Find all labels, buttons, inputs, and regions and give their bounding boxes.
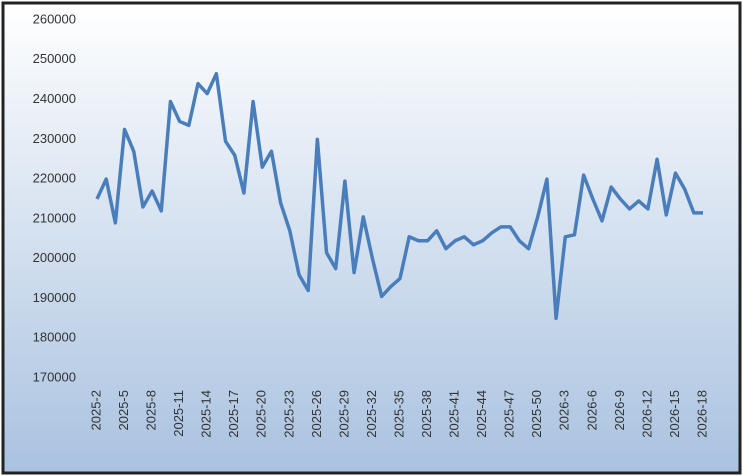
x-tick-label: 2025-38 <box>419 390 434 438</box>
x-tick-label: 2025-20 <box>254 390 269 438</box>
x-tick-label: 2025-35 <box>391 390 406 438</box>
data-line <box>95 71 703 321</box>
x-tick-label: 2026-3 <box>557 390 572 430</box>
x-tick-label: 2025-5 <box>116 390 131 430</box>
x-tick-label: 2025-50 <box>529 390 544 438</box>
x-tick-label: 2026-15 <box>667 390 682 438</box>
x-tick-label: 2025-11 <box>171 390 186 437</box>
x-tick-label: 2025-8 <box>144 390 159 430</box>
y-tick-label: 250000 <box>33 51 76 66</box>
y-tick-label: 230000 <box>33 131 76 146</box>
y-tick-label: 180000 <box>33 330 76 345</box>
y-tick-label: 240000 <box>33 91 76 106</box>
x-tick-label: 2026-12 <box>639 390 654 438</box>
y-tick-label: 200000 <box>33 250 76 265</box>
x-tick-label: 2025-17 <box>226 390 241 438</box>
x-tick-label: 2025-14 <box>199 390 214 438</box>
x-tick-label: 2026-18 <box>694 390 709 438</box>
x-tick-label: 2025-44 <box>474 390 489 438</box>
x-tick-label: 2025-32 <box>364 390 379 438</box>
x-tick-label: 2025-2 <box>88 390 103 430</box>
x-tick-label: 2025-23 <box>281 390 296 438</box>
x-tick-label: 2025-41 <box>447 390 462 438</box>
y-tick-label: 170000 <box>33 369 76 384</box>
x-tick-label: 2025-26 <box>309 390 324 438</box>
x-tick-label: 2026-9 <box>612 390 627 430</box>
y-tick-label: 260000 <box>33 11 76 26</box>
x-tick-label: 2026-6 <box>584 390 599 430</box>
y-tick-label: 220000 <box>33 171 76 186</box>
x-tick-label: 2025-47 <box>502 390 517 438</box>
y-tick-label: 190000 <box>33 290 76 305</box>
y-tick-label: 210000 <box>33 210 76 225</box>
x-tick-label: 2025-29 <box>336 390 351 438</box>
